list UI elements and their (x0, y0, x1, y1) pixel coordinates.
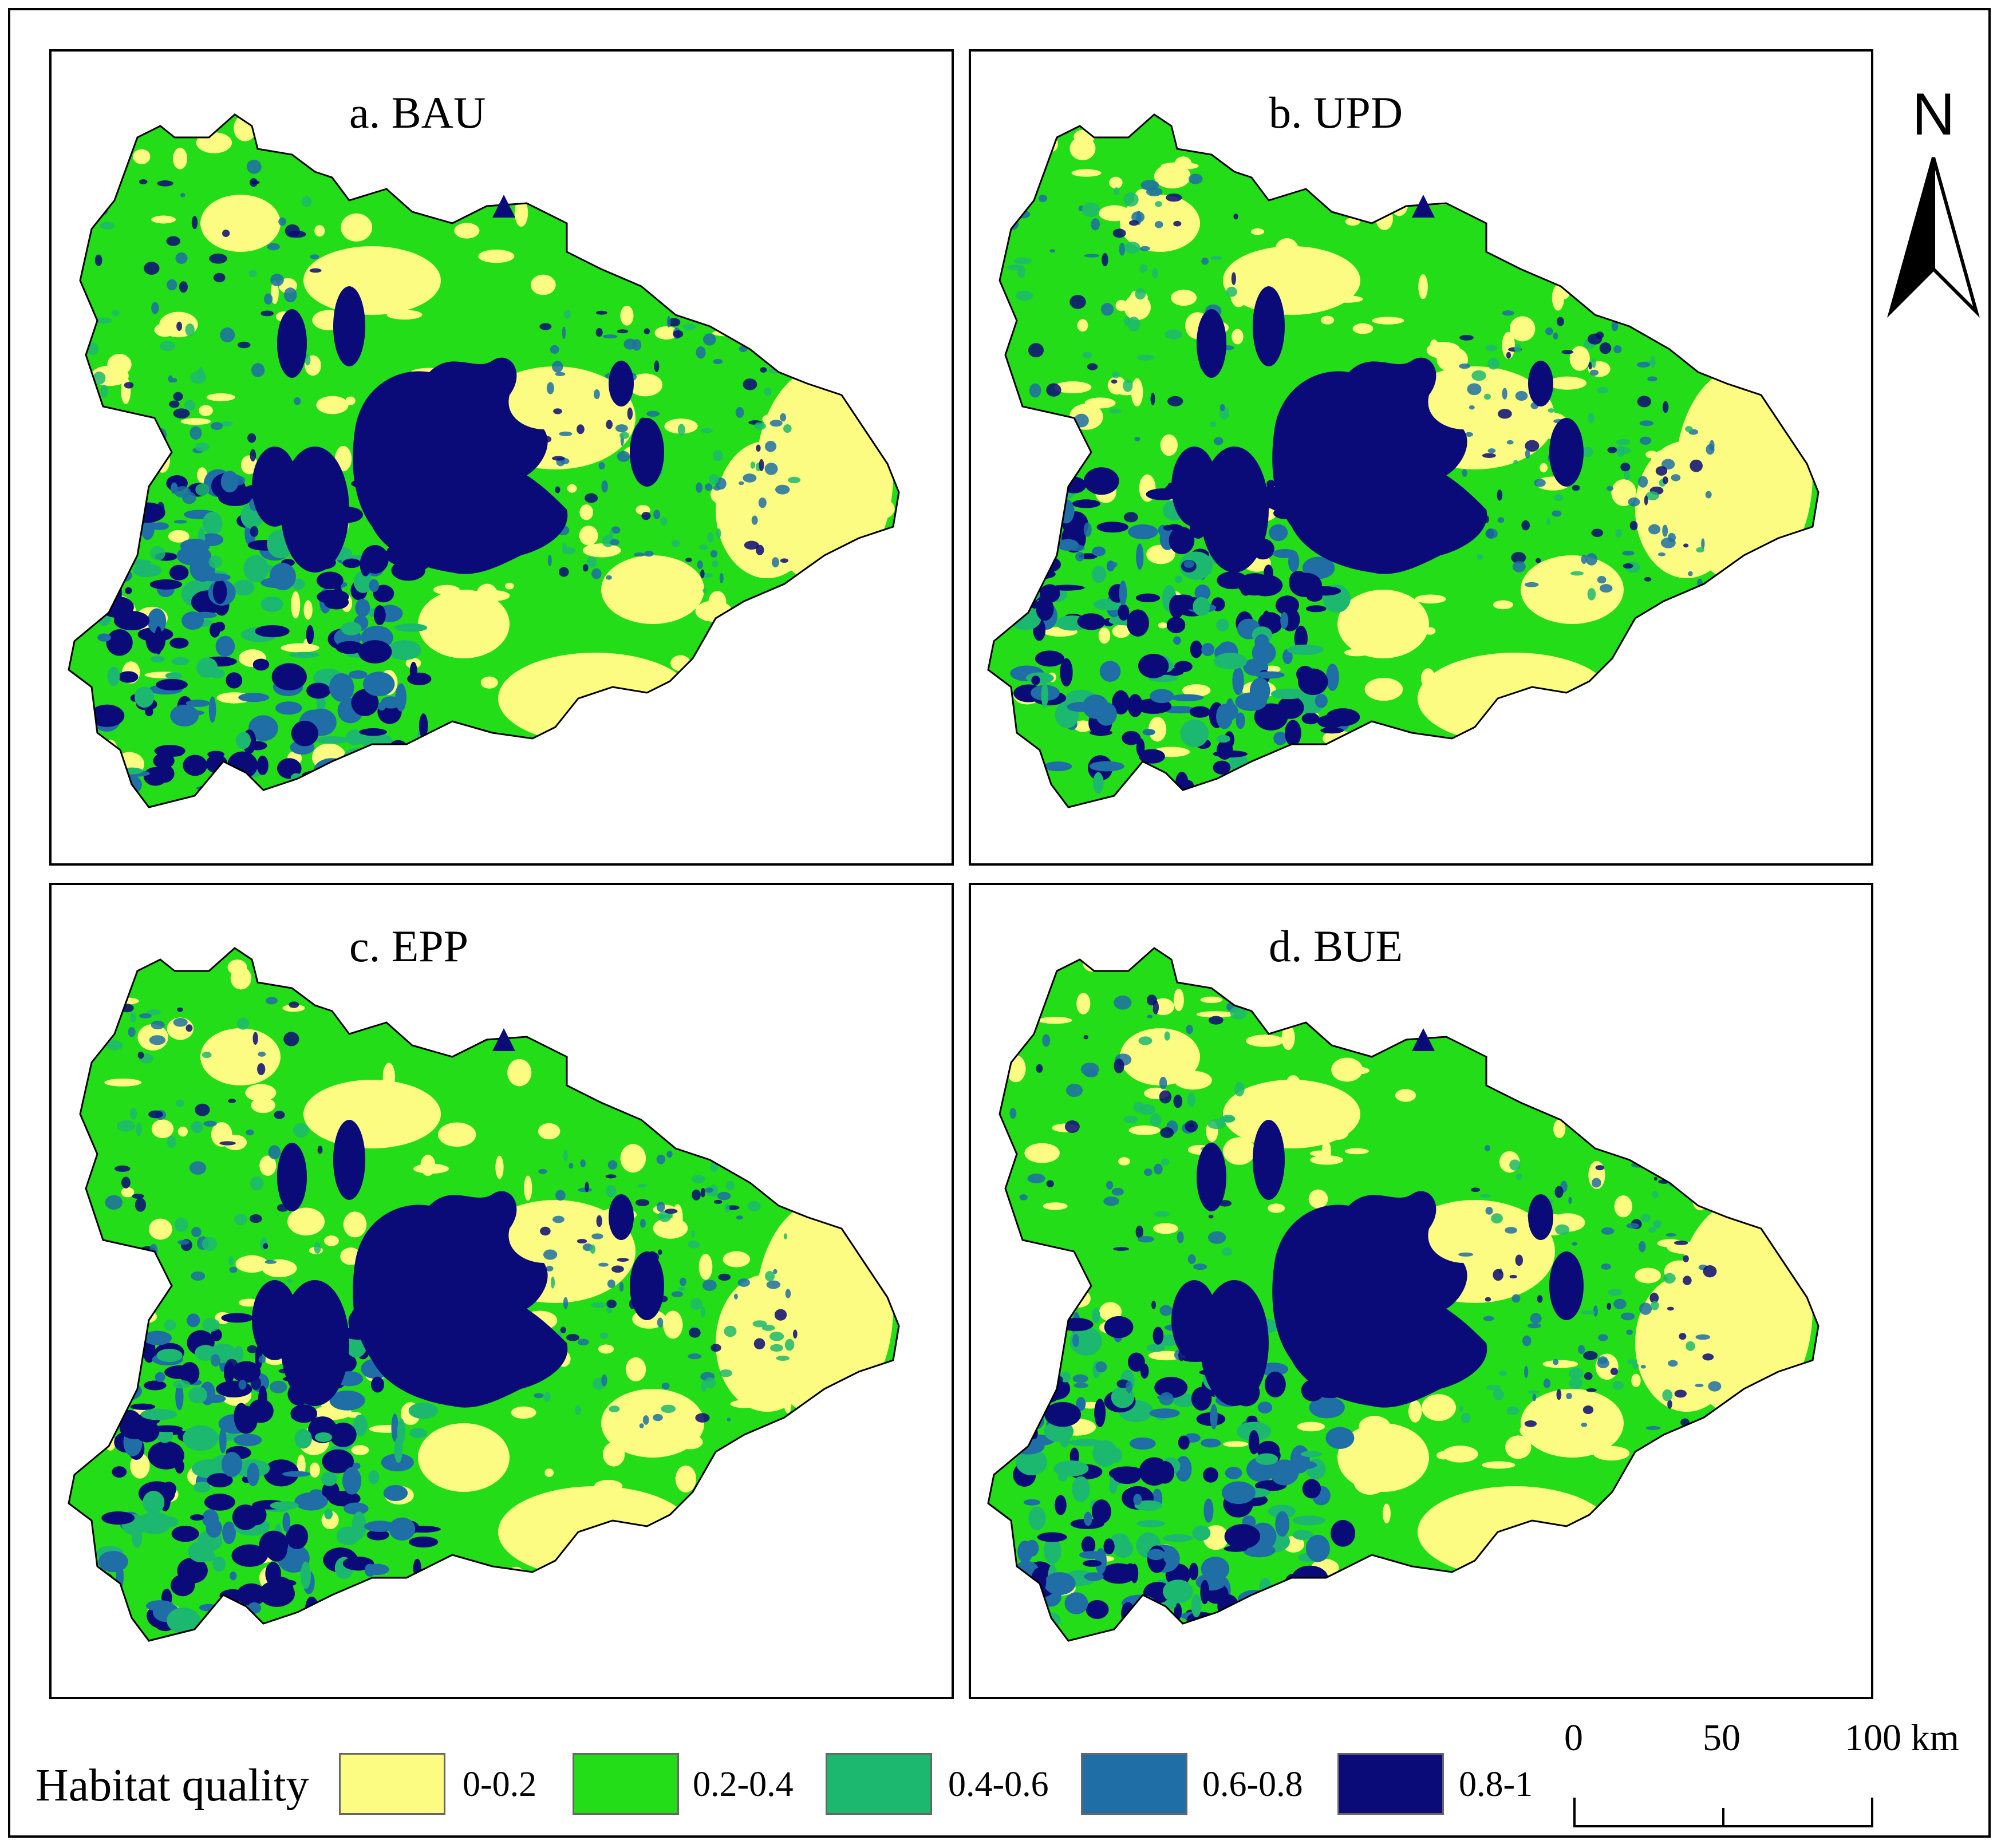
map-panel-bau: a. BAU (49, 49, 954, 866)
map-panel-bue: d. BUE (969, 883, 1873, 1699)
panel-title: b. UPD (1269, 88, 1403, 137)
panel-title: d. BUE (1269, 921, 1403, 971)
panel-title: a. BAU (349, 88, 486, 137)
scale-bar (1573, 1798, 1873, 1827)
habitat-quality-map (68, 947, 900, 1642)
map-panel-epp: c. EPP (49, 883, 954, 1699)
legend-swatch-1 (573, 1753, 679, 1815)
north-arrow-label: N (1912, 81, 1955, 148)
panel-title: c. EPP (349, 921, 469, 971)
legend-swatch-4 (1337, 1753, 1444, 1815)
habitat-quality-map (987, 947, 1820, 1642)
habitat-quality-map (68, 113, 900, 808)
legend-title: Habitat quality (35, 1760, 309, 1811)
north-arrow-icon (1887, 157, 1980, 318)
legend-swatch-3 (1081, 1753, 1187, 1815)
legend-label-3: 0.6-0.8 (1202, 1765, 1303, 1804)
legend-swatch-2 (826, 1753, 932, 1815)
map-panel-upd: b. UPD (969, 49, 1873, 866)
legend-label-2: 0.4-0.6 (948, 1765, 1049, 1804)
legend-label-0: 0-0.2 (463, 1765, 537, 1804)
legend-label-1: 0.2-0.4 (693, 1765, 794, 1804)
scale-label-50: 50 (1703, 1717, 1740, 1759)
scale-label-0: 0 (1564, 1717, 1583, 1759)
scale-label-100: 100 km (1845, 1717, 1959, 1759)
legend-label-4: 0.8-1 (1459, 1765, 1533, 1804)
legend-swatch-0 (339, 1753, 445, 1815)
habitat-quality-map (987, 113, 1820, 808)
figure-frame (8, 8, 1991, 1838)
